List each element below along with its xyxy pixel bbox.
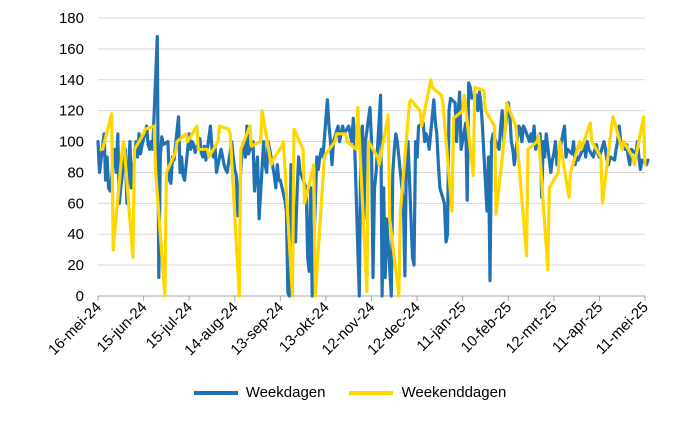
y-tick-label-60: 60 bbox=[67, 195, 84, 212]
legend-item-weekdagen: Weekdagen bbox=[193, 384, 326, 401]
y-tick-label-160: 160 bbox=[59, 41, 84, 58]
y-tick-label-80: 80 bbox=[67, 164, 84, 181]
y-tick-label-0: 0 bbox=[76, 288, 84, 305]
y-tick-label-100: 100 bbox=[59, 134, 84, 151]
y-axis-tick-labels: 0 20 40 60 80 100 120 140 160 180 bbox=[59, 10, 84, 305]
legend-swatch-weekdagen bbox=[193, 390, 238, 395]
y-tick-label-140: 140 bbox=[59, 72, 84, 89]
series-lines bbox=[96, 34, 650, 298]
legend: Weekdagen Weekenddagen bbox=[0, 384, 700, 401]
legend-label-weekenddagen: Weekenddagen bbox=[401, 384, 507, 401]
y-tick-label-120: 120 bbox=[59, 103, 84, 120]
legend-item-weekenddagen: Weekenddagen bbox=[349, 384, 506, 401]
series-line-weekdagen bbox=[96, 34, 650, 298]
x-axis-tick-labels: 16-mei-2415-jun-2415-jul-2414-aug-2413-s… bbox=[45, 299, 652, 359]
x-tick-label: 16-mei-24 bbox=[45, 299, 105, 359]
y-tick-label-180: 180 bbox=[59, 10, 84, 27]
x-tick-label: 15-jun-24 bbox=[94, 299, 151, 356]
y-tick-label-40: 40 bbox=[67, 226, 84, 243]
y-tick-label-20: 20 bbox=[67, 257, 84, 274]
legend-label-weekdagen: Weekdagen bbox=[245, 384, 326, 401]
legend-swatch-weekenddagen bbox=[349, 390, 394, 395]
series-line-weekenddagen bbox=[99, 78, 647, 298]
